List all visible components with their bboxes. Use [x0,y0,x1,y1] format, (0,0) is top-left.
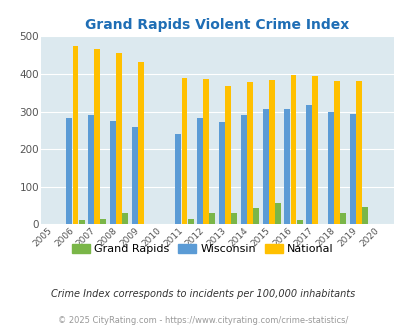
Bar [72,47,78,224]
Bar [262,109,268,224]
Bar [181,78,187,224]
Bar [290,75,296,224]
Bar [361,207,367,224]
Bar [79,219,84,224]
Bar [175,134,181,224]
Bar [305,105,311,224]
Bar [209,213,215,224]
Bar [203,79,209,224]
Bar [327,112,333,224]
Bar [246,82,252,224]
Legend: Grand Rapids, Wisconsin, National: Grand Rapids, Wisconsin, National [67,239,338,258]
Text: © 2025 CityRating.com - https://www.cityrating.com/crime-statistics/: © 2025 CityRating.com - https://www.city… [58,315,347,325]
Bar [349,114,355,224]
Title: Grand Rapids Violent Crime Index: Grand Rapids Violent Crime Index [85,18,348,32]
Bar [274,203,280,224]
Bar [197,118,202,224]
Bar [333,81,339,224]
Bar [252,208,258,224]
Bar [231,213,237,224]
Bar [240,115,246,224]
Bar [284,109,290,224]
Bar [219,122,224,224]
Bar [339,213,345,224]
Bar [355,81,361,224]
Bar [311,76,318,224]
Bar [187,219,193,224]
Bar [268,80,274,224]
Bar [296,219,302,224]
Bar [122,213,128,224]
Bar [100,219,106,224]
Bar [225,86,230,224]
Bar [116,53,122,224]
Bar [138,62,143,224]
Text: Crime Index corresponds to incidents per 100,000 inhabitants: Crime Index corresponds to incidents per… [51,289,354,299]
Bar [132,127,137,224]
Bar [88,115,94,224]
Bar [94,49,100,224]
Bar [110,121,116,224]
Bar [66,118,72,224]
